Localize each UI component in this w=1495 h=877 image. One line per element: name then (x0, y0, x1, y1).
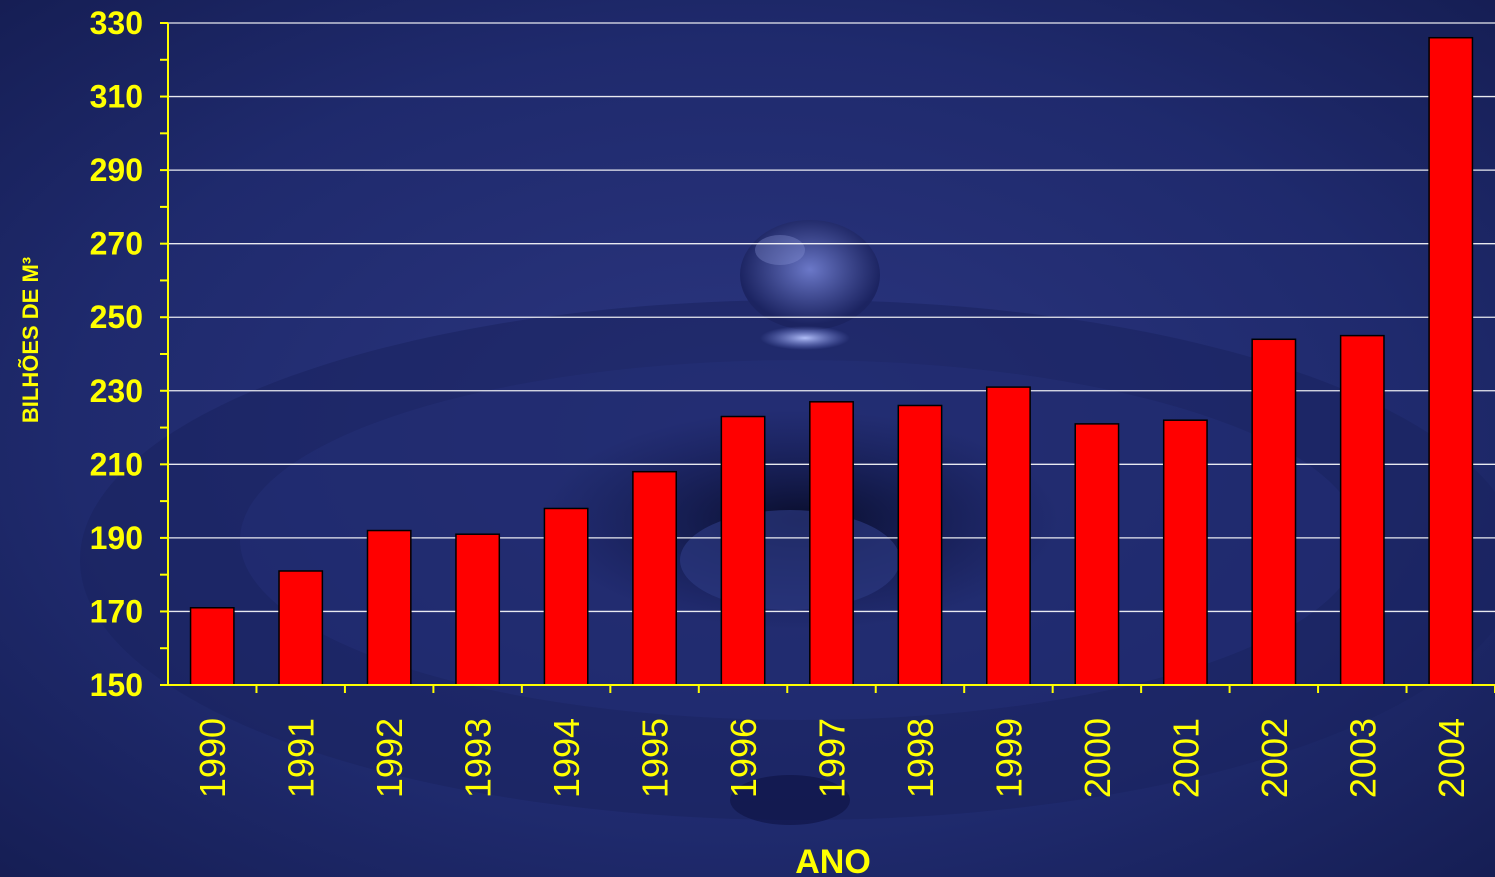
x-tick-label-1990: 1990 (192, 718, 233, 798)
bar-2003 (1339, 334, 1385, 686)
x-tick-label-2000: 2000 (1077, 718, 1118, 798)
y-tick-label-170: 170 (90, 593, 143, 629)
bar-1995 (632, 470, 677, 686)
x-tick-label-2001: 2001 (1165, 718, 1206, 798)
x-tick-label-2003: 2003 (1342, 718, 1383, 798)
x-tick-label-1993: 1993 (458, 718, 499, 798)
y-tick-label-190: 190 (90, 520, 143, 556)
y-tick-label-270: 270 (90, 226, 143, 262)
axes (160, 22, 1495, 693)
bar-2001 (1162, 419, 1208, 686)
x-axis-label: ANO (795, 843, 871, 877)
bar-2002 (1251, 338, 1297, 686)
bar-1996 (720, 415, 766, 686)
x-tick-label-1991: 1991 (281, 718, 322, 798)
x-tick-label-1994: 1994 (546, 718, 587, 798)
bar-1999 (986, 386, 1031, 686)
y-tick-label-290: 290 (90, 152, 143, 188)
bar-1998 (897, 404, 943, 686)
bar-1991 (278, 570, 324, 686)
y-tick-label-330: 330 (90, 5, 143, 41)
y-tick-labels: 150 170 190 210 230 250 270 290 310 330 (90, 5, 143, 703)
y-tick-label-250: 250 (90, 299, 143, 335)
y-axis-label: BILHÕES DE M³ (18, 257, 43, 423)
x-tick-label-1999: 1999 (988, 718, 1029, 798)
bars (189, 36, 1474, 686)
y-tick-label-210: 210 (90, 446, 143, 482)
y-tick-label-150: 150 (90, 667, 143, 703)
x-tick-label-1996: 1996 (723, 718, 764, 798)
bar-2004 (1428, 36, 1474, 686)
x-tick-label-2004: 2004 (1431, 718, 1472, 798)
bar-1990 (189, 607, 235, 686)
bar-1992 (366, 529, 412, 686)
bar-1994 (543, 507, 589, 686)
y-tick-label-230: 230 (90, 373, 143, 409)
x-tick-label-1995: 1995 (635, 718, 676, 798)
x-tick-label-2002: 2002 (1254, 718, 1295, 798)
x-tick-label-1997: 1997 (812, 718, 853, 798)
bar-1997 (809, 401, 854, 686)
x-tick-label-1998: 1998 (900, 718, 941, 798)
x-tick-labels: 1990 1991 1992 1993 1994 1995 1996 1997 1998 1999… (192, 718, 1472, 798)
y-tick-label-310: 310 (90, 79, 143, 115)
x-tick-label-1992: 1992 (369, 718, 410, 798)
bar-1993 (455, 533, 501, 686)
bar-2000 (1074, 423, 1120, 686)
